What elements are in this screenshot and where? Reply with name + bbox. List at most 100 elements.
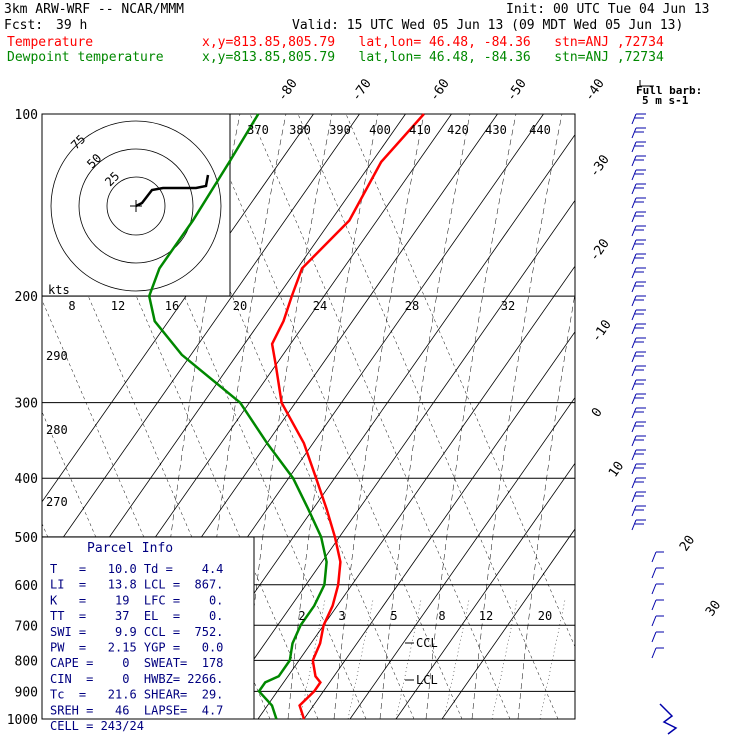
wind-barb-shaft [631, 393, 637, 405]
hodograph-speed-label: 28 [405, 299, 419, 313]
wind-barb-shaft [651, 567, 657, 579]
pressure-label: 800 [15, 654, 38, 669]
theta-left-label: 290 [46, 349, 68, 363]
model-title: 3km ARW-WRF -- NCAR/MMM [4, 2, 185, 17]
barb-legend-title: Full barb: [636, 84, 702, 97]
dry-adiabat [297, 114, 559, 719]
ccl-label: CCL [416, 636, 438, 650]
mixing-ratio-line [347, 599, 374, 719]
isotherm-line [395, 462, 575, 719]
isotherm-label: -20 [587, 236, 613, 264]
isotherm-label: -50 [504, 76, 530, 104]
parcel-info-title: Parcel Info [87, 541, 173, 556]
moist-adiabat [241, 114, 333, 719]
hodograph-speed-label: 24 [313, 299, 327, 313]
lcl-label: LCL [416, 673, 438, 687]
pressure-label: 400 [15, 472, 38, 487]
parcel-info-row: K = 19 LFC = 0. [50, 593, 223, 607]
isotherm-line [42, 114, 360, 569]
wind-barb-shaft [631, 323, 637, 335]
valid-time: Valid: 15 UTC Wed 05 Jun 13 (09 MDT Wed … [292, 18, 684, 33]
isotherm-label: -70 [349, 76, 375, 104]
mixing-ratio-label: 20 [538, 609, 552, 623]
temperature-legend: Temperature [7, 35, 94, 50]
isotherm-label: -40 [582, 76, 608, 104]
parcel-info-row: T = 10.0 Td = 4.4 [50, 562, 223, 576]
mixing-ratio-line [443, 599, 470, 719]
wind-barb-shaft [631, 477, 637, 489]
pressure-label: 100 [15, 108, 38, 123]
moist-adiabat [517, 292, 575, 719]
wind-barb-shaft [631, 435, 637, 447]
theta-left-label: 280 [46, 423, 68, 437]
isotherm-label: -30 [587, 152, 613, 180]
hodograph-ring [78, 148, 194, 264]
wind-barb-shaft [631, 267, 637, 279]
hodograph-ring [106, 176, 166, 236]
parcel-info-row: CIN = 0 HWBZ= 2266. [50, 672, 223, 686]
hodograph-speed-label: 12 [111, 299, 125, 313]
moist-adiabat [287, 114, 379, 719]
wind-barb-shaft [631, 407, 637, 419]
wind-barb-shaft [631, 365, 637, 377]
wind-barb-shaft [631, 309, 637, 321]
parcel-info-row: SREH = 46 LAPSE= 4.7 [50, 703, 223, 717]
pressure-label: 500 [15, 531, 38, 546]
isotherm-label: 0 [589, 405, 606, 420]
isotherm-line [257, 265, 575, 719]
pressure-label: 600 [15, 579, 38, 594]
theta-label: 430 [485, 123, 507, 137]
parcel-info-row: CELL = 243/24 [50, 719, 144, 733]
wind-barb-shaft [631, 197, 637, 209]
wind-barb-shaft [631, 463, 637, 475]
temperature-trace [270, 113, 425, 720]
theta-label: 390 [329, 123, 351, 137]
moist-adiabat [379, 114, 471, 719]
wind-barb-shaft [631, 211, 637, 223]
parcel-info-box [41, 536, 255, 720]
wind-barb-shaft [631, 155, 637, 167]
hodograph-trace [135, 174, 210, 208]
isotherm-line [211, 199, 575, 719]
theta-left-label: 270 [46, 495, 68, 509]
isotherm-label: -10 [589, 317, 615, 345]
hodograph-ring [50, 120, 222, 292]
wind-barb-shaft [631, 491, 637, 503]
wind-barb-shaft [631, 449, 637, 461]
wind-barb-shaft [631, 505, 637, 517]
isotherm-line [441, 528, 575, 719]
mixing-ratio-line [491, 599, 518, 719]
theta-label: 400 [369, 123, 391, 137]
forecast-hour: 39 h [56, 18, 88, 33]
wind-barb-shaft [631, 337, 637, 349]
parcel-info-row: Tc = 21.6 SHEAR= 29. [50, 688, 223, 702]
parcel-info-row: SWI = 9.9 CCL = 752. [50, 625, 223, 639]
wind-barb-shaft [631, 281, 637, 293]
isotherm-label: -80 [275, 76, 301, 104]
wind-barb-shaft [631, 519, 637, 531]
wind-barb-shaft [651, 631, 657, 643]
init-time: Init: 00 UTC Tue 04 Jun 13 [506, 2, 710, 17]
wind-barb-shaft [651, 599, 657, 611]
wind-barb-shaft [651, 583, 657, 595]
wind-barb-shaft [651, 647, 657, 659]
wind-barb-shaft [631, 239, 637, 251]
dry-adiabat [345, 114, 575, 648]
hodograph-speed-label: 20 [233, 299, 247, 313]
wind-barb-shaft [651, 615, 657, 627]
wind-barb-shaft [631, 113, 637, 125]
forecast-label: Fcst: [4, 18, 44, 33]
dewpoint-legend: Dewpoint temperature [7, 50, 164, 65]
isotherm-line [303, 331, 575, 719]
mixing-ratio-label: 5 [390, 609, 397, 623]
mixing-ratio-label: 8 [438, 609, 445, 623]
theta-label: 420 [447, 123, 469, 137]
theta-label: 380 [289, 123, 311, 137]
parcel-info-row: TT = 37 EL = 0. [50, 609, 223, 623]
mixing-ratio-label: 2 [298, 609, 305, 623]
wind-barb-shaft [631, 253, 637, 265]
temperature-location: x,y=813.85,805.79 lat,lon= 46.48, -84.36… [202, 35, 664, 50]
theta-label: 440 [529, 123, 551, 137]
wind-barb-shaft [631, 127, 637, 139]
